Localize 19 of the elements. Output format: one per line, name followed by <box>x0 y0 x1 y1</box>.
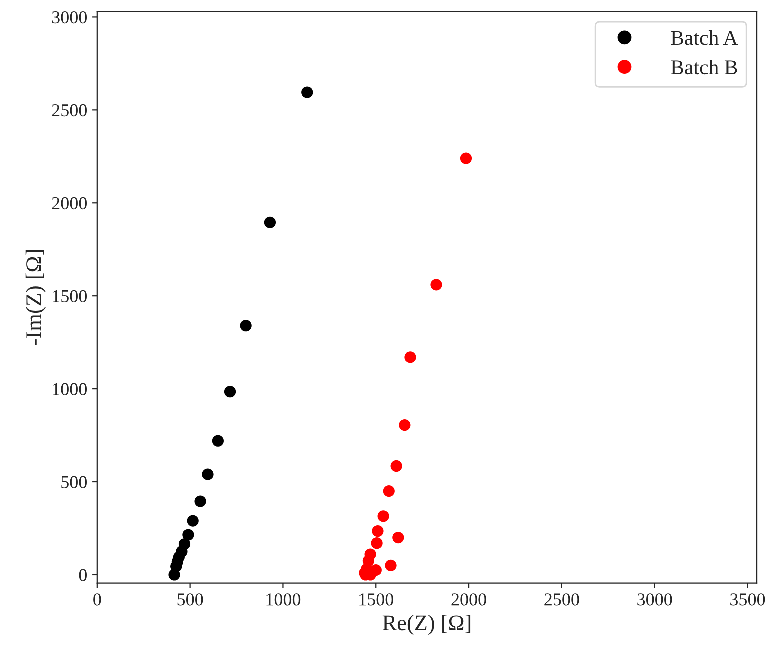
y-tick-label: 2500 <box>52 104 87 117</box>
legend-label: Batch A <box>671 30 738 46</box>
x-tick-label: 3000 <box>638 594 672 606</box>
y-tick-label: 1000 <box>53 383 87 396</box>
y-tick-label: 2000 <box>52 197 87 210</box>
x-tick-label: 0 <box>94 594 102 606</box>
legend-label: Batch B <box>671 60 738 75</box>
x-axis-title: Re(Z) [Ω] <box>382 614 471 636</box>
x-tick-label: 2000 <box>452 594 486 606</box>
y-tick-label: 1500 <box>53 290 87 303</box>
x-tick-label: 3500 <box>730 594 766 606</box>
y-tick-label: 0 <box>79 569 87 582</box>
y-tick-label: 500 <box>62 476 87 488</box>
y-axis-title: -Im(Z) [Ω] <box>26 250 46 346</box>
x-tick-label: 500 <box>178 594 204 606</box>
y-tick-label: 3000 <box>52 11 87 24</box>
x-tick-label: 1000 <box>266 594 301 606</box>
x-tick-label: 1500 <box>360 594 394 606</box>
x-tick-label: 2500 <box>544 594 580 606</box>
